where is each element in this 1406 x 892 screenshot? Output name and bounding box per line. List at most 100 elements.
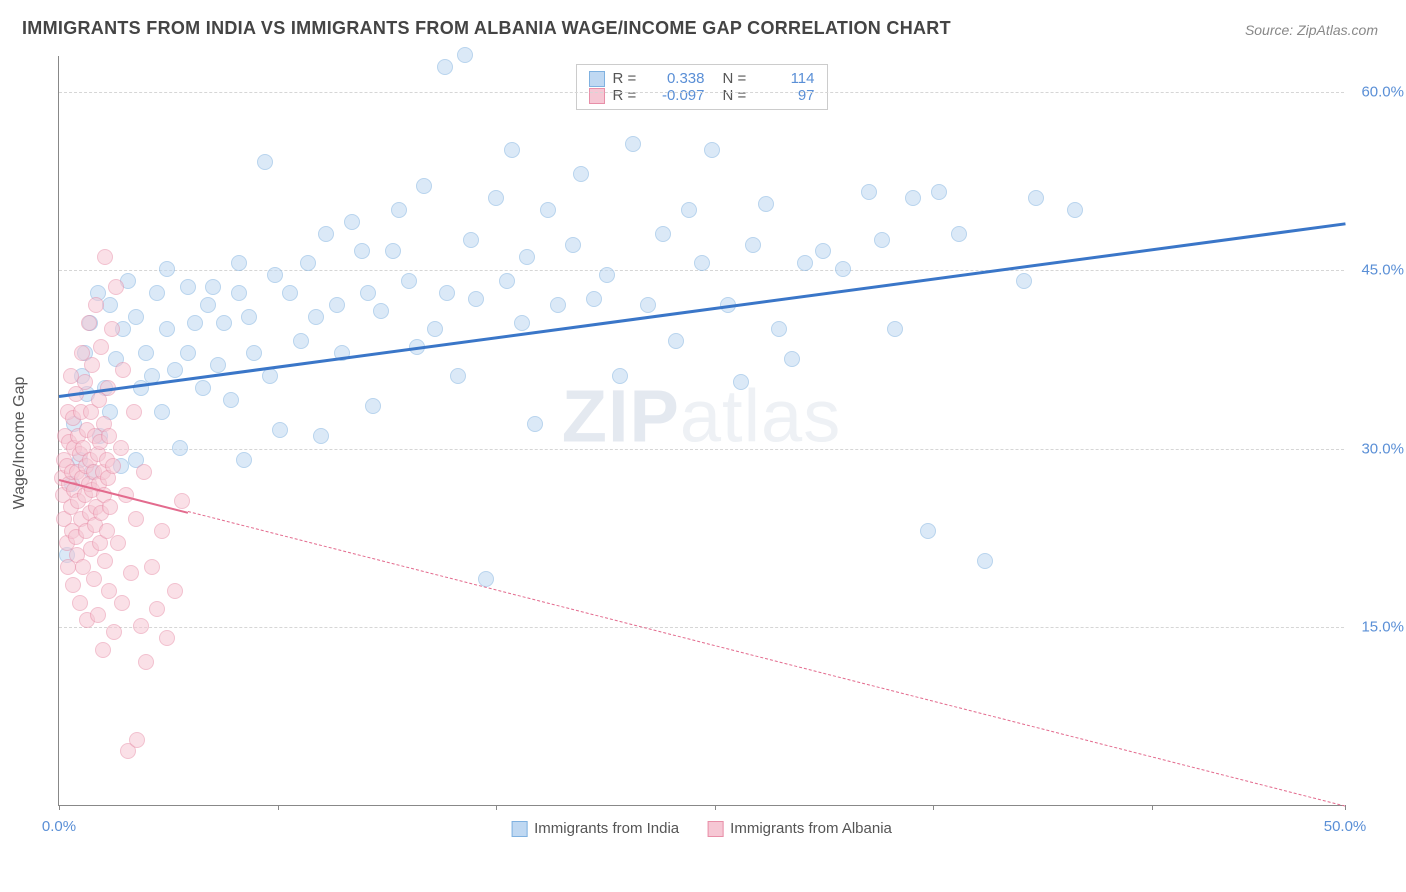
x-tick-mark bbox=[59, 805, 60, 810]
scatter-point bbox=[241, 309, 257, 325]
scatter-point bbox=[354, 243, 370, 259]
legend-n-value: 114 bbox=[759, 70, 815, 87]
scatter-point bbox=[246, 345, 262, 361]
x-tick-mark bbox=[715, 805, 716, 810]
legend-r-label: R = bbox=[613, 87, 641, 104]
scatter-point bbox=[200, 297, 216, 313]
scatter-point bbox=[159, 261, 175, 277]
scatter-point bbox=[231, 285, 247, 301]
scatter-point bbox=[797, 255, 813, 271]
legend-row: R =-0.097N =97 bbox=[589, 87, 815, 104]
legend-swatch bbox=[589, 71, 605, 87]
scatter-point bbox=[102, 499, 118, 515]
gridline bbox=[59, 627, 1344, 628]
source-attribution: Source: ZipAtlas.com bbox=[1245, 22, 1378, 38]
scatter-point bbox=[154, 523, 170, 539]
scatter-point bbox=[115, 362, 131, 378]
scatter-point bbox=[81, 315, 97, 331]
scatter-point bbox=[488, 190, 504, 206]
scatter-point bbox=[167, 583, 183, 599]
scatter-point bbox=[300, 255, 316, 271]
scatter-point bbox=[861, 184, 877, 200]
scatter-point bbox=[931, 184, 947, 200]
scatter-point bbox=[527, 416, 543, 432]
scatter-point bbox=[457, 47, 473, 63]
legend-label: Immigrants from Albania bbox=[730, 820, 892, 837]
scatter-point bbox=[499, 273, 515, 289]
scatter-point bbox=[110, 535, 126, 551]
scatter-point bbox=[573, 166, 589, 182]
scatter-point bbox=[514, 315, 530, 331]
scatter-point bbox=[236, 452, 252, 468]
scatter-point bbox=[874, 232, 890, 248]
scatter-point bbox=[704, 142, 720, 158]
scatter-point bbox=[550, 297, 566, 313]
scatter-point bbox=[344, 214, 360, 230]
legend-n-label: N = bbox=[723, 70, 751, 87]
scatter-point bbox=[223, 392, 239, 408]
scatter-point bbox=[267, 267, 283, 283]
scatter-point bbox=[427, 321, 443, 337]
scatter-point bbox=[106, 624, 122, 640]
scatter-point bbox=[401, 273, 417, 289]
scatter-point bbox=[599, 267, 615, 283]
y-tick-label: 30.0% bbox=[1350, 440, 1404, 457]
scatter-point bbox=[272, 422, 288, 438]
scatter-point bbox=[195, 380, 211, 396]
scatter-point bbox=[104, 321, 120, 337]
legend-n-label: N = bbox=[723, 87, 751, 104]
scatter-point bbox=[468, 291, 484, 307]
scatter-point bbox=[128, 511, 144, 527]
scatter-point bbox=[129, 732, 145, 748]
scatter-point bbox=[88, 297, 104, 313]
scatter-point bbox=[180, 345, 196, 361]
chart-title: IMMIGRANTS FROM INDIA VS IMMIGRANTS FROM… bbox=[22, 18, 951, 39]
scatter-point bbox=[655, 226, 671, 242]
scatter-point bbox=[159, 630, 175, 646]
legend-n-value: 97 bbox=[759, 87, 815, 104]
scatter-point bbox=[126, 404, 142, 420]
scatter-point bbox=[133, 618, 149, 634]
scatter-point bbox=[504, 142, 520, 158]
scatter-point bbox=[815, 243, 831, 259]
legend-swatch bbox=[707, 821, 723, 837]
scatter-point bbox=[887, 321, 903, 337]
scatter-point bbox=[1016, 273, 1032, 289]
scatter-point bbox=[835, 261, 851, 277]
watermark-bold: ZIP bbox=[562, 374, 680, 457]
scatter-point bbox=[282, 285, 298, 301]
x-tick-label: 0.0% bbox=[42, 818, 76, 835]
scatter-point bbox=[257, 154, 273, 170]
scatter-point bbox=[391, 202, 407, 218]
scatter-point bbox=[519, 249, 535, 265]
legend-swatch bbox=[589, 88, 605, 104]
y-tick-label: 45.0% bbox=[1350, 262, 1404, 279]
y-tick-label: 60.0% bbox=[1350, 83, 1404, 100]
scatter-point bbox=[77, 374, 93, 390]
scatter-point bbox=[586, 291, 602, 307]
legend-item: Immigrants from Albania bbox=[707, 820, 892, 837]
scatter-point bbox=[745, 237, 761, 253]
scatter-point bbox=[72, 595, 88, 611]
scatter-point bbox=[172, 440, 188, 456]
scatter-point bbox=[733, 374, 749, 390]
scatter-point bbox=[329, 297, 345, 313]
scatter-point bbox=[167, 362, 183, 378]
scatter-point bbox=[123, 565, 139, 581]
scatter-point bbox=[187, 315, 203, 331]
scatter-point bbox=[905, 190, 921, 206]
scatter-point bbox=[138, 654, 154, 670]
legend-row: R =0.338N =114 bbox=[589, 70, 815, 87]
scatter-point bbox=[920, 523, 936, 539]
scatter-point bbox=[1028, 190, 1044, 206]
scatter-point bbox=[149, 285, 165, 301]
scatter-point bbox=[313, 428, 329, 444]
correlation-legend: R =0.338N =114R =-0.097N =97 bbox=[576, 64, 828, 110]
plot-area: ZIPatlas R =0.338N =114R =-0.097N =97 Im… bbox=[58, 56, 1344, 806]
scatter-point bbox=[159, 321, 175, 337]
scatter-point bbox=[136, 464, 152, 480]
x-tick-label: 50.0% bbox=[1324, 818, 1367, 835]
scatter-point bbox=[612, 368, 628, 384]
scatter-point bbox=[463, 232, 479, 248]
scatter-point bbox=[84, 357, 100, 373]
